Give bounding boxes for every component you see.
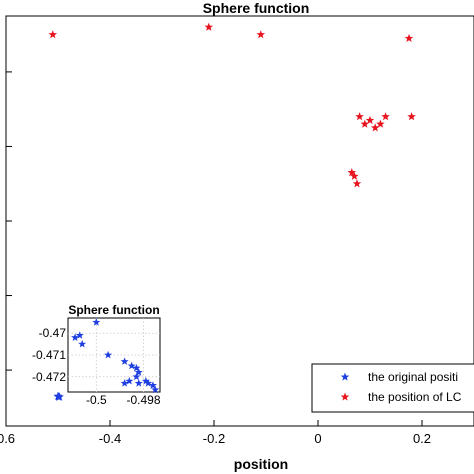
inset-point: [120, 379, 129, 387]
main-x-tick-label: 0.2: [413, 431, 431, 446]
inset-title: Sphere function: [68, 303, 159, 317]
inset-point: [141, 376, 150, 385]
inset-y-tick-label: -0.472: [32, 370, 66, 384]
inset-point: [71, 333, 80, 341]
legend-marker-icon: [340, 372, 350, 381]
inset-y-tick-label: -0.47: [39, 326, 67, 340]
inset-point: [132, 363, 141, 372]
main-x-tick-label: -0.2: [203, 431, 225, 446]
main-y-ticks: [6, 71, 12, 371]
inset-point: [144, 379, 153, 387]
lc-position-point: [204, 22, 214, 31]
inset-grid: [68, 318, 160, 392]
lc-position-point: [404, 33, 414, 42]
inset-point: [125, 376, 134, 385]
legend-label: the position of LC: [368, 390, 462, 404]
main-points: [48, 22, 416, 401]
inset-point: [92, 318, 101, 326]
lc-position-point: [48, 30, 58, 39]
legend: the original positi the position of LC: [311, 363, 474, 413]
lc-position-point: [347, 168, 357, 177]
inset-y-tick-label: -0.471: [32, 348, 66, 362]
main-x-tick-label: 0.6: [0, 431, 15, 446]
lc-position-point: [370, 123, 380, 132]
legend-box: [311, 363, 474, 413]
original-position-point: [55, 392, 64, 401]
legend-items: the original positi the position of LC: [340, 370, 462, 404]
inset-point: [75, 331, 84, 339]
inset-point: [151, 385, 160, 394]
main-x-tick-label: 0: [314, 431, 321, 446]
inset-plot: -0.5 -0.498 -0.47 -0.471 -0.472 Sphere funct…: [32, 303, 161, 407]
lc-position-point: [376, 119, 385, 128]
main-x-tick-label: -0.4: [99, 431, 121, 446]
lc-position-point: [407, 112, 416, 121]
inset-points: [71, 318, 160, 394]
inset-point: [78, 339, 87, 348]
inset-point: [127, 361, 136, 370]
inset-x-tick-label: -0.5: [86, 393, 107, 407]
main-x-ticks: 0.6 -0.4 -0.2 0 0.2: [0, 420, 431, 446]
lc-position-point: [355, 112, 364, 121]
inset-point: [120, 357, 129, 365]
inset-point: [148, 381, 157, 389]
inset-ticks: -0.5 -0.498 -0.47 -0.471 -0.472: [32, 326, 161, 407]
legend-marker-icon: [340, 392, 350, 401]
legend-label: the original positi: [368, 370, 458, 384]
main-title: Sphere function: [203, 0, 310, 16]
lc-position-point: [360, 119, 370, 128]
lc-position-point: [256, 30, 266, 39]
lc-position-point: [350, 171, 359, 180]
main-xlabel: position: [234, 456, 288, 472]
inset-point: [132, 372, 141, 381]
lc-position-point: [352, 179, 362, 188]
inset-point: [134, 368, 143, 376]
lc-position-point: [381, 112, 390, 121]
inset-point: [104, 350, 113, 359]
inset-point: [134, 379, 143, 387]
lc-position-point: [365, 115, 375, 124]
inset-x-tick-label: -0.498: [126, 393, 160, 407]
